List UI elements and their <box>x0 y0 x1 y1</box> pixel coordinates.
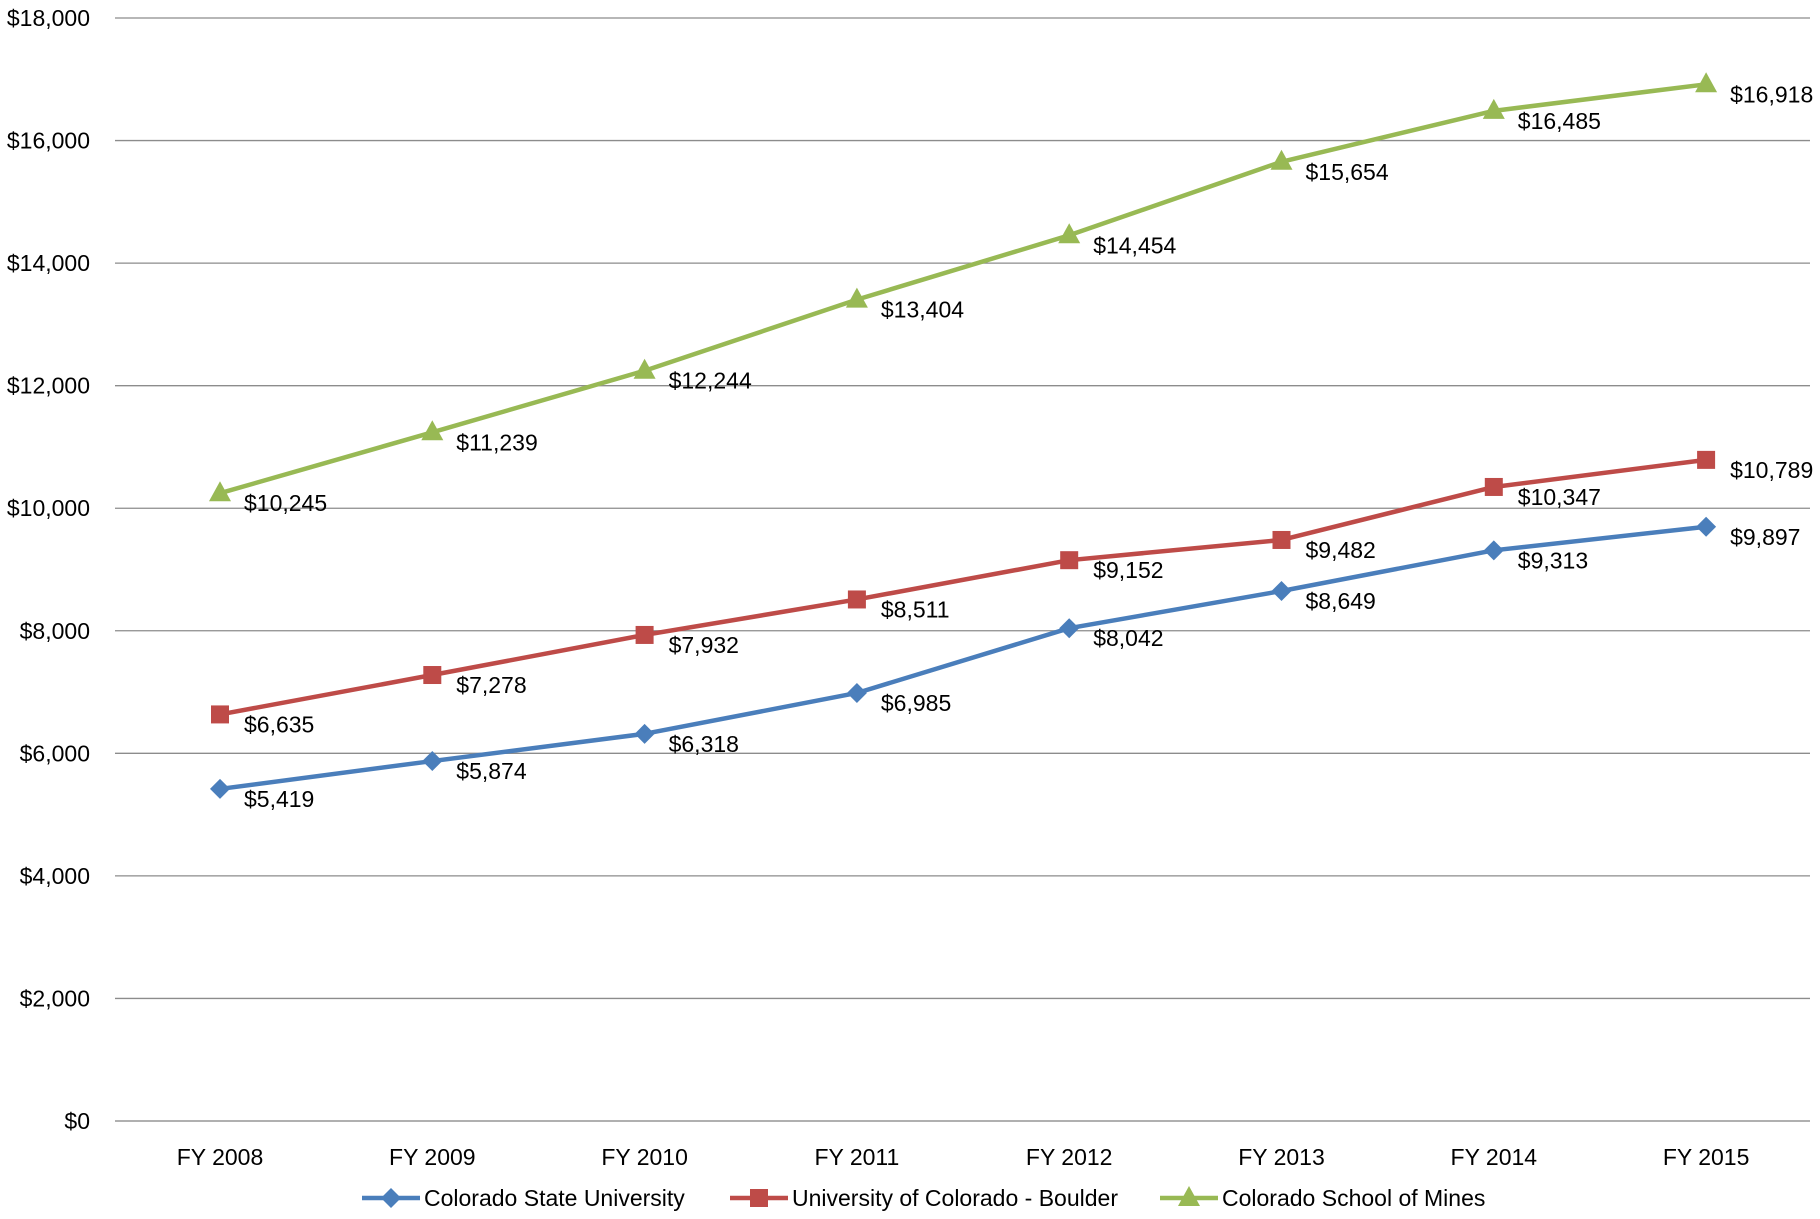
data-point-triangle <box>845 287 868 308</box>
y-tick-label: $12,000 <box>7 373 90 399</box>
data-point-diamond <box>1059 618 1080 639</box>
data-point-square <box>1060 551 1079 570</box>
data-label: $6,985 <box>881 690 951 716</box>
x-tick-label: FY 2012 <box>1026 1144 1113 1170</box>
data-label: $9,313 <box>1518 547 1588 573</box>
data-label: $6,635 <box>244 711 314 737</box>
legend-marker-triangle <box>1178 1186 1200 1206</box>
data-point-triangle <box>1695 72 1718 93</box>
y-tick-label: $16,000 <box>7 128 90 154</box>
y-tick-label: $0 <box>64 1108 90 1134</box>
data-label: $12,244 <box>669 368 752 394</box>
data-point-diamond <box>634 723 655 744</box>
data-point-square <box>1484 477 1503 496</box>
legend-label: Colorado School of Mines <box>1222 1185 1485 1211</box>
data-point-triangle <box>1270 149 1293 170</box>
series-line <box>219 457 1707 717</box>
data-point-diamond <box>1483 540 1504 561</box>
data-label: $9,897 <box>1730 524 1800 550</box>
data-label: $7,278 <box>456 672 526 698</box>
data-label: $16,918 <box>1730 81 1813 107</box>
y-tick-label: $2,000 <box>20 985 90 1011</box>
data-label: $8,042 <box>1093 625 1163 651</box>
y-tick-label: $8,000 <box>20 618 90 644</box>
y-tick-label: $14,000 <box>7 250 90 276</box>
data-label: $8,511 <box>881 596 950 622</box>
data-label: $16,485 <box>1518 108 1601 134</box>
data-label: $5,419 <box>244 786 314 812</box>
data-point-diamond <box>210 778 230 799</box>
data-point-square <box>1697 450 1716 469</box>
data-label: $10,245 <box>244 490 327 516</box>
x-tick-label: FY 2010 <box>601 1144 688 1170</box>
data-point-diamond <box>846 682 867 703</box>
data-point-square <box>1272 530 1291 549</box>
data-label: $8,649 <box>1306 588 1376 614</box>
series-line <box>219 82 1707 496</box>
data-label: $6,318 <box>669 731 739 757</box>
legend-item: Colorado State University <box>362 1185 685 1211</box>
data-point-triangle <box>421 420 444 441</box>
x-tick-label: FY 2011 <box>814 1144 899 1170</box>
legend-label: Colorado State University <box>424 1185 685 1211</box>
data-label: $10,347 <box>1518 484 1601 510</box>
x-tick-label: FY 2013 <box>1238 1144 1325 1170</box>
data-label: $5,874 <box>456 758 527 784</box>
data-point-triangle <box>1058 223 1081 244</box>
x-tick-label: FY 2014 <box>1451 1144 1538 1170</box>
data-label: $14,454 <box>1093 232 1176 258</box>
data-point-square <box>211 705 229 724</box>
data-label: $13,404 <box>881 297 964 323</box>
y-tick-label: $4,000 <box>20 863 90 889</box>
legend-item: Colorado School of Mines <box>1160 1185 1485 1211</box>
data-point-triangle <box>1482 98 1505 119</box>
series-line <box>219 524 1707 792</box>
data-label: $9,152 <box>1093 557 1163 583</box>
legend: Colorado State University University of C… <box>362 1185 1485 1211</box>
data-point-triangle <box>633 358 656 379</box>
data-point-square <box>847 590 866 609</box>
legend-item: University of Colorado - Boulder <box>730 1185 1118 1211</box>
data-point-diamond <box>1271 581 1292 602</box>
gridlines <box>115 17 1810 1122</box>
data-point-diamond <box>1696 516 1717 537</box>
series-group: $6,635 $7,278 $7,932 $8,511 $9,152 $9,482 $10,… <box>211 450 1813 737</box>
data-label: $10,789 <box>1730 457 1813 483</box>
data-label: $9,482 <box>1306 537 1376 563</box>
legend-marker-square <box>750 1189 768 1207</box>
data-label: $11,239 <box>456 429 537 455</box>
y-tick-label: $6,000 <box>20 740 90 766</box>
series-group: $5,419 $5,874 $6,318 $6,985 $8,042 $8,649 $9,3… <box>210 516 1800 812</box>
data-point-triangle <box>209 481 231 502</box>
x-tick-label: FY 2015 <box>1663 1144 1750 1170</box>
data-point-square <box>635 625 654 644</box>
series-group: $10,245 $11,239 $12,244 $13,404 $14,454 $15,6… <box>209 72 1813 516</box>
data-point-diamond <box>422 751 443 772</box>
y-tick-label: $18,000 <box>7 5 90 31</box>
series: $5,419 $5,874 $6,318 $6,985 $8,042 $8,649 $9,3… <box>209 72 1813 812</box>
data-point-square <box>423 666 442 685</box>
data-label: $7,932 <box>669 632 739 658</box>
y-tick-label: $10,000 <box>7 495 90 521</box>
data-label: $15,654 <box>1306 159 1389 185</box>
axes: $0 $2,000 $4,000 $6,000 $8,000 $10,000 $12,000… <box>7 5 1750 1170</box>
legend-label: University of Colorado - Boulder <box>792 1185 1118 1211</box>
x-tick-label: FY 2008 <box>177 1144 264 1170</box>
x-tick-label: FY 2009 <box>389 1144 476 1170</box>
legend-marker-diamond <box>381 1188 401 1208</box>
